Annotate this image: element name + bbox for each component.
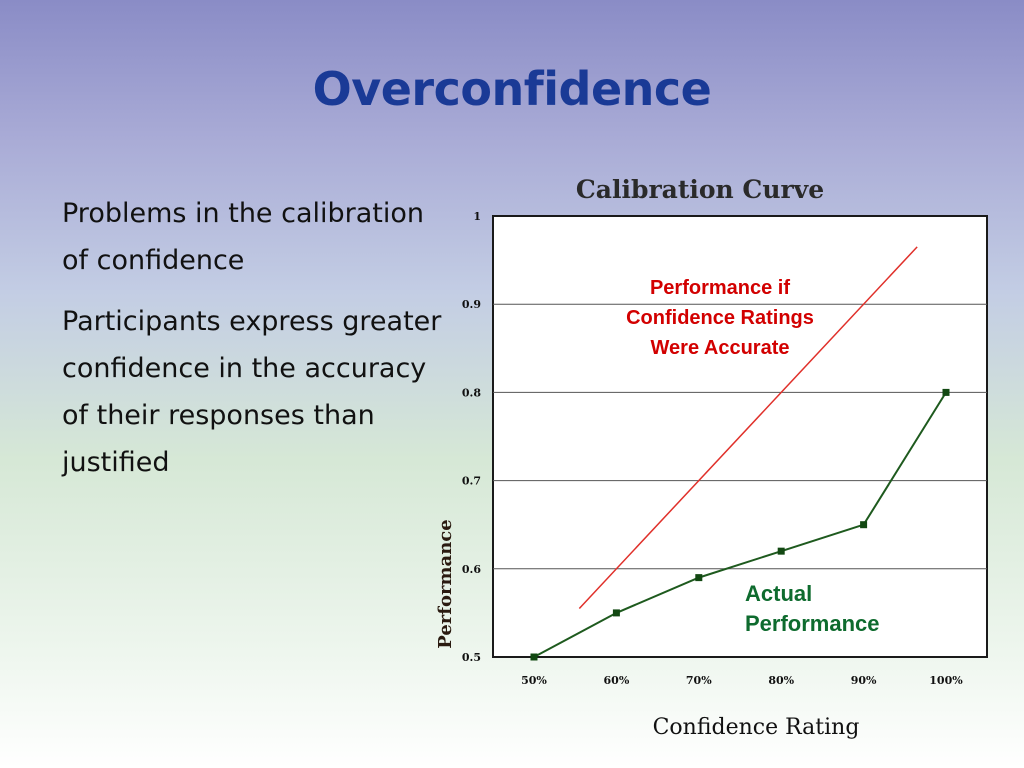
y-tick-label: 1 bbox=[473, 210, 481, 223]
x-tick-label: 50% bbox=[521, 674, 547, 687]
y-tick-label: 0.9 bbox=[462, 298, 481, 311]
chart-title: Calibration Curve bbox=[576, 175, 824, 204]
y-tick-label: 0.6 bbox=[462, 563, 481, 576]
series-annotations: Performance if Confidence Ratings Were Acc… bbox=[626, 277, 879, 636]
actual-performance-point bbox=[942, 388, 950, 396]
actual-performance-point bbox=[860, 521, 868, 529]
series-layer bbox=[530, 246, 950, 661]
x-tick-label: 80% bbox=[768, 674, 794, 687]
y-tick-labels: 0.5 0.6 0.7 0.8 0.9 1 bbox=[462, 210, 481, 664]
actual-line-label: Actual bbox=[745, 581, 812, 606]
y-tick-label: 0.7 bbox=[462, 475, 481, 488]
x-tick-label: 70% bbox=[686, 674, 712, 687]
y-axis-title: Performance bbox=[435, 519, 456, 648]
ideal-line-label: Confidence Ratings bbox=[626, 307, 814, 329]
y-tick-label: 0.8 bbox=[462, 386, 481, 399]
x-tick-labels: 50% 60% 70% 80% 90% 100% bbox=[521, 674, 963, 687]
ideal-line-label: Performance if bbox=[650, 277, 790, 299]
ideal-line-label: Were Accurate bbox=[651, 337, 790, 359]
x-tick-label: 60% bbox=[604, 674, 630, 687]
x-tick-label: 90% bbox=[851, 674, 877, 687]
actual-performance-point bbox=[695, 574, 703, 582]
x-tick-label: 100% bbox=[929, 674, 963, 687]
gridlines bbox=[493, 303, 987, 570]
actual-performance-point bbox=[777, 547, 785, 555]
bullet-list: Problems in the calibration of confidenc… bbox=[62, 190, 452, 500]
bullet-item: Problems in the calibration of confidenc… bbox=[62, 198, 425, 276]
x-axis-title: Confidence Rating bbox=[653, 715, 860, 740]
actual-performance-point bbox=[530, 653, 538, 661]
slide-title: Overconfidence bbox=[312, 62, 712, 116]
ideal-calibration-line bbox=[578, 246, 918, 610]
actual-performance-line bbox=[533, 391, 947, 658]
bullet-item: Participants express greater confidence … bbox=[62, 306, 442, 478]
y-tick-label: 0.5 bbox=[462, 651, 481, 664]
actual-line-label: Performance bbox=[745, 611, 880, 636]
actual-performance-point bbox=[612, 609, 620, 617]
